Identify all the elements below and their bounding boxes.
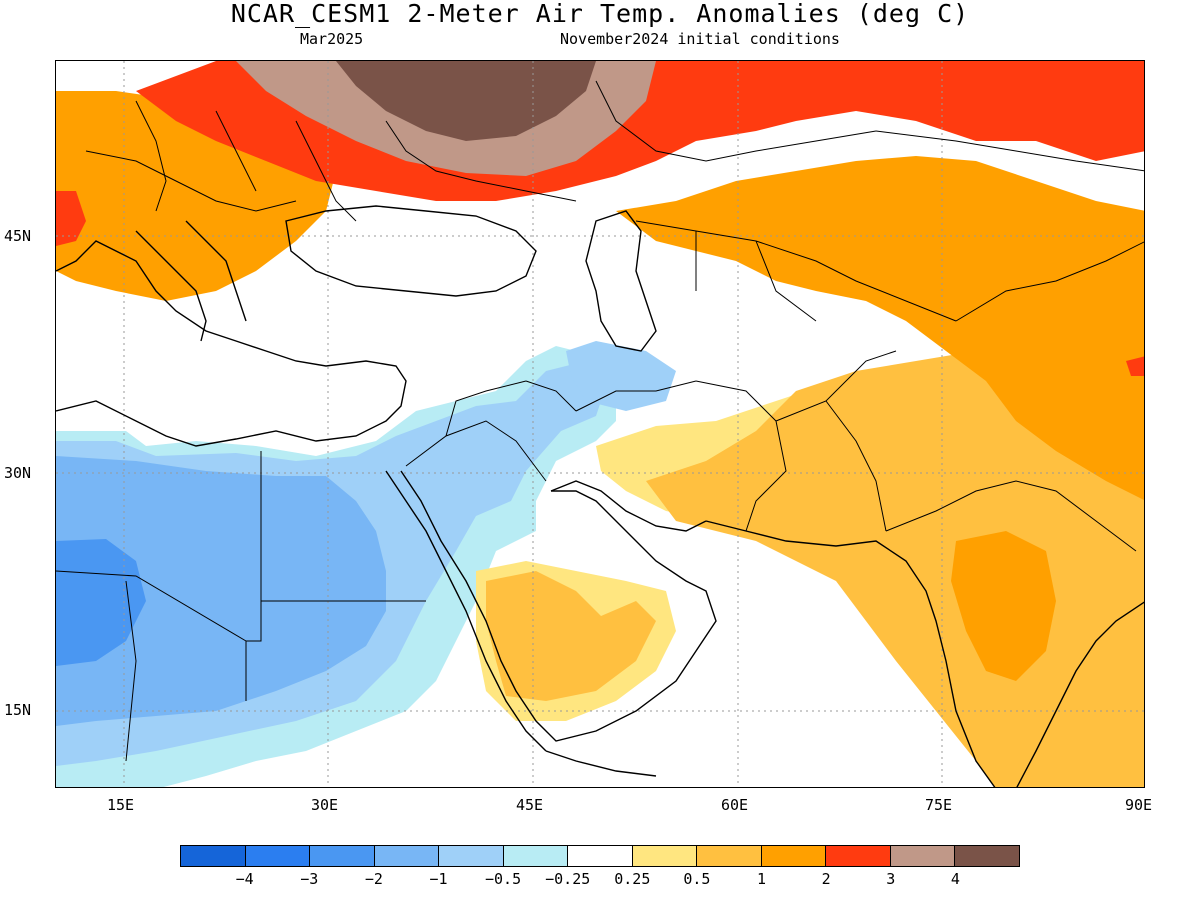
initial-conditions: November2024 initial conditions xyxy=(560,30,840,48)
anomaly-light-orange-india xyxy=(646,351,1144,787)
lon-label-60e: 60E xyxy=(721,796,749,814)
lon-label-30e: 30E xyxy=(311,796,339,814)
color-legend xyxy=(180,845,1020,867)
legend-label: 4 xyxy=(950,870,960,888)
legend-swatch xyxy=(181,846,246,866)
map-title: NCAR_CESM1 2-Meter Air Temp. Anomalies (… xyxy=(230,0,970,28)
anomaly-red-west xyxy=(56,191,86,246)
lon-label-15e: 15E xyxy=(107,796,135,814)
anomaly-red-speck xyxy=(1126,356,1144,376)
legend-label: 1 xyxy=(757,870,767,888)
anomaly-brown xyxy=(336,61,596,141)
forecast-month: Mar2025 xyxy=(300,30,364,48)
legend-swatch xyxy=(439,846,504,866)
legend-label: 3 xyxy=(886,870,896,888)
anomaly-map xyxy=(55,60,1145,788)
lon-label-45e: 45E xyxy=(516,796,544,814)
anomaly-light-orange-arabia xyxy=(486,571,656,701)
legend-swatch xyxy=(310,846,375,866)
legend-label: −1 xyxy=(429,870,448,888)
coastlines xyxy=(56,205,1144,787)
legend-label: −3 xyxy=(300,870,319,888)
political-borders xyxy=(56,80,1144,762)
legend-label: 0.5 xyxy=(683,870,711,888)
legend-swatch xyxy=(761,846,827,866)
lon-label-90e: 90E xyxy=(1125,796,1153,814)
legend-swatch xyxy=(374,846,440,866)
legend-swatch xyxy=(826,846,891,866)
anomaly-mid-blue xyxy=(56,456,386,726)
lon-label-75e: 75E xyxy=(925,796,953,814)
anomaly-orange-asia xyxy=(616,156,1144,500)
legend-label: −2 xyxy=(364,870,383,888)
legend-swatch xyxy=(697,846,762,866)
lat-label-15n: 15N xyxy=(4,701,32,719)
graticule xyxy=(56,61,1144,787)
anomaly-light-blue-iraq xyxy=(566,341,676,411)
anomaly-dark-blue xyxy=(56,539,146,666)
lat-label-30n: 30N xyxy=(4,464,32,482)
legend-swatch xyxy=(568,846,633,866)
legend-label: −0.5 xyxy=(485,870,522,888)
legend-label: 2 xyxy=(821,870,831,888)
anomaly-shading xyxy=(56,61,1144,787)
legend-swatch xyxy=(632,846,698,866)
lat-label-45n: 45N xyxy=(4,227,32,245)
legend-swatch xyxy=(503,846,569,866)
legend-swatch xyxy=(890,846,956,866)
legend-label: −4 xyxy=(235,870,254,888)
legend-swatch xyxy=(245,846,311,866)
anomaly-orange-india xyxy=(951,531,1056,681)
legend-swatch xyxy=(955,846,1019,866)
legend-label: 0.25 xyxy=(614,870,651,888)
legend-label: −0.25 xyxy=(545,870,591,888)
anomaly-map-canvas xyxy=(56,61,1144,787)
